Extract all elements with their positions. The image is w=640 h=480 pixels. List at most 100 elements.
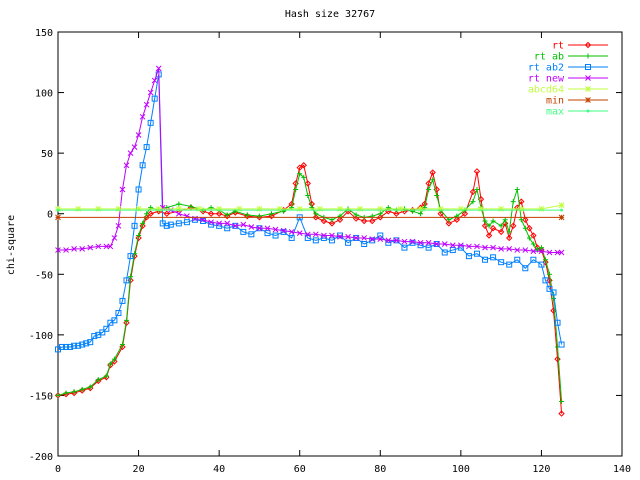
data-point-rt <box>554 355 561 363</box>
x-tick-label: 80 <box>374 464 386 475</box>
data-point-rt-ab2 <box>127 253 134 260</box>
data-point-rt-ab <box>313 211 319 217</box>
plot-frame <box>57 31 623 457</box>
data-point-rt <box>360 217 368 225</box>
data-point-rt-ab <box>502 217 508 223</box>
data-point-rt-new <box>538 248 545 255</box>
data-point-rt-ab <box>546 271 552 277</box>
data-point-rt-new <box>79 245 86 252</box>
data-point-rt-ab2 <box>401 244 408 251</box>
data-point-rt <box>461 210 469 217</box>
data-point-rt-ab <box>87 384 93 390</box>
data-point-abcd64 <box>115 206 122 212</box>
legend-marker-abcd64 <box>585 86 591 92</box>
data-point-rt <box>215 210 223 217</box>
data-point-rt <box>453 216 461 223</box>
data-point-abcd64 <box>337 206 343 212</box>
data-point-rt <box>522 216 529 223</box>
data-point-rt <box>393 210 400 217</box>
data-point-rt-ab2 <box>139 162 146 169</box>
y-tick-label: -50 <box>35 270 53 281</box>
data-point-rt-new <box>147 89 154 96</box>
data-point-rt-ab2 <box>272 232 279 239</box>
data-point-abcd64 <box>417 206 424 212</box>
data-point-rt-new <box>490 244 496 251</box>
data-point-rt-ab2 <box>288 234 295 241</box>
data-point-rt-ab <box>426 186 432 192</box>
data-point-rt-new <box>329 232 335 239</box>
data-point-rt <box>558 410 565 417</box>
data-point-rt-ab <box>434 193 440 199</box>
data-point-rt <box>550 307 557 314</box>
data-point-rt <box>119 343 126 351</box>
data-point-rt <box>469 188 477 196</box>
data-point-rt-ab <box>482 218 488 224</box>
data-point-rt-new <box>224 220 231 227</box>
legend-label-rt-ab2: rt ab2 <box>528 63 564 74</box>
data-point-rt-ab2 <box>83 340 90 347</box>
data-point-rt-ab2 <box>482 256 489 263</box>
data-point-rt-new <box>248 224 255 230</box>
data-point-rt-ab2 <box>248 231 255 238</box>
data-point-rt-new <box>176 210 182 217</box>
data-point-rt-new <box>482 244 488 251</box>
data-point-rt-new <box>433 241 440 247</box>
legend-label-rt: rt <box>552 41 564 52</box>
data-point-rt-ab <box>224 212 230 218</box>
data-point-rt-ab2 <box>103 325 110 332</box>
y-axis-label: chi-square <box>6 215 17 275</box>
legend-marker-rt <box>584 41 592 49</box>
data-point-rt-ab2 <box>345 239 352 246</box>
data-point-rt-ab2 <box>151 95 158 102</box>
chart-title: Hash size 32767 <box>285 9 375 20</box>
data-point-rt-ab <box>538 245 544 251</box>
data-point-rt-new <box>143 101 150 108</box>
data-point-min <box>55 214 61 221</box>
data-point-rt-ab2 <box>143 144 150 151</box>
data-point-rt-ab2 <box>550 289 557 296</box>
series-rt-ab <box>55 171 565 404</box>
series-line-abcd64 <box>58 204 562 210</box>
data-point-rt-ab2 <box>409 239 416 246</box>
data-point-rt-new <box>123 162 130 169</box>
data-point-abcd64 <box>296 206 303 212</box>
data-point-rt-ab2 <box>465 253 472 260</box>
data-point-rt-ab <box>144 211 150 217</box>
data-point-abcd64 <box>478 206 484 212</box>
data-point-rt-new <box>288 229 295 235</box>
series-rt-new <box>55 65 565 256</box>
data-point-abcd64 <box>558 202 565 209</box>
data-point-rt <box>497 228 505 236</box>
data-point-rt-ab2 <box>175 220 182 227</box>
data-point-rt-new <box>546 249 553 256</box>
data-point-rt-new <box>131 144 138 150</box>
series-rt-ab2 <box>55 71 565 353</box>
data-point-abcd64 <box>458 206 464 212</box>
data-point-rt-new <box>208 219 214 226</box>
data-point-rt-new <box>107 243 114 250</box>
data-point-rt-ab <box>530 241 536 247</box>
data-point-rt-new <box>321 232 327 239</box>
data-point-rt-new <box>417 239 424 246</box>
data-point-rt <box>328 220 336 227</box>
legend-label-max: max <box>546 107 564 118</box>
data-point-max <box>560 208 564 212</box>
data-point-rt-ab <box>107 361 113 367</box>
data-point-rt-new <box>345 233 351 240</box>
data-point-rt-ab2 <box>99 329 106 336</box>
data-point-rt-new <box>232 222 239 229</box>
data-point-rt-ab2 <box>91 333 98 340</box>
data-point-rt-ab2 <box>522 265 529 272</box>
data-point-rt-ab2 <box>546 285 553 292</box>
data-point-rt-ab <box>514 186 520 192</box>
data-point-rt-new <box>55 247 61 253</box>
data-point-rt-ab <box>474 186 480 192</box>
data-point-rt-new <box>506 245 513 252</box>
data-point-rt-ab <box>297 171 303 177</box>
legend-label-rt-ab: rt ab <box>534 52 564 63</box>
data-point-rt <box>510 222 517 230</box>
series-line-rt-ab2 <box>57 74 563 350</box>
data-point-rt-ab <box>136 233 142 239</box>
data-point-rt-ab <box>111 356 117 362</box>
data-point-rt-new <box>127 150 134 156</box>
